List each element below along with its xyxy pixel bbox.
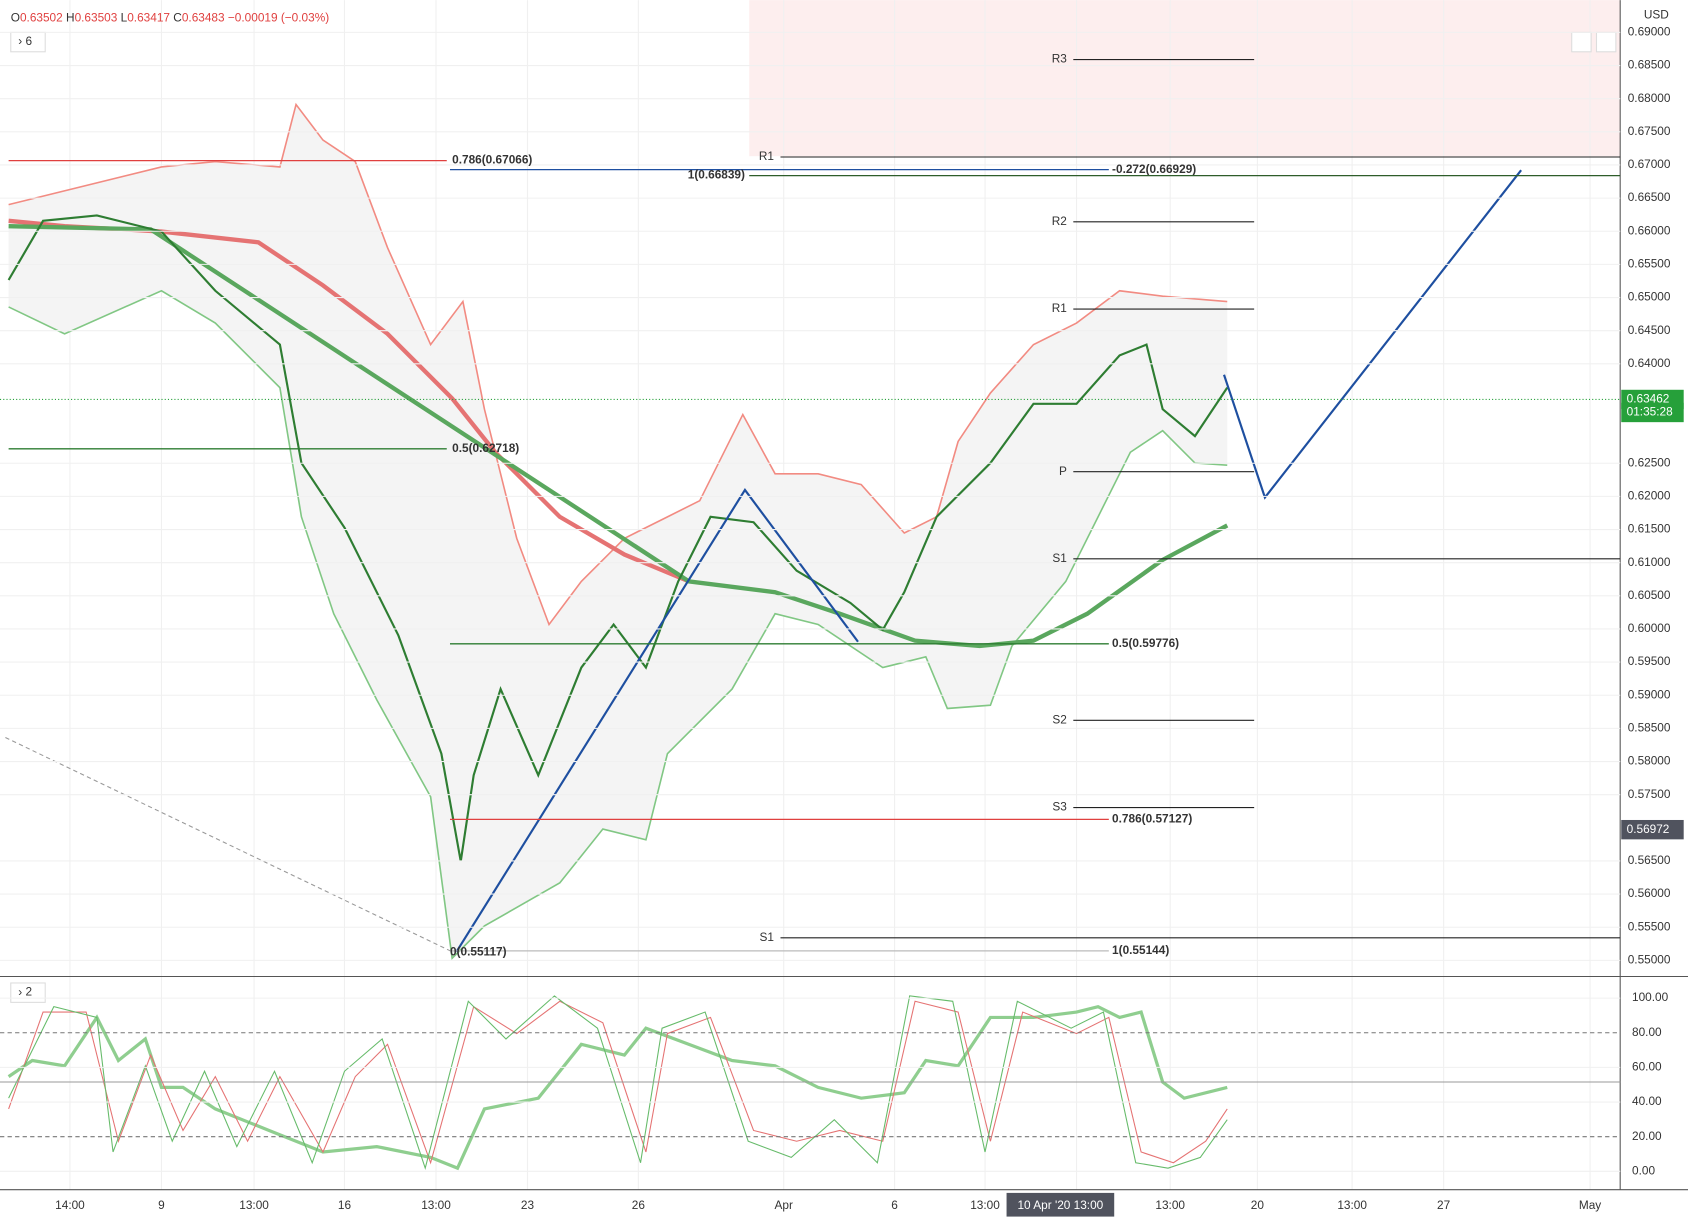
- y-tick-label: 0.58000: [1628, 754, 1671, 768]
- osc-d: [8, 995, 1228, 1171]
- x-tick-label: 20: [1251, 1198, 1265, 1212]
- upper-band: [8, 102, 1228, 627]
- fib-label: 0.786(0.57127): [1112, 812, 1192, 826]
- x-tick-label: 13:00: [1337, 1198, 1367, 1212]
- price-tag: [1621, 402, 1684, 423]
- projection: [1222, 169, 1522, 500]
- fib-label: 0.5(0.62718): [452, 441, 519, 455]
- y-tick-label: 0.66500: [1628, 190, 1671, 204]
- y-tick-label: 0.67000: [1628, 157, 1671, 171]
- pivot-label: S2: [1052, 712, 1066, 726]
- fib-label: 1(0.55144): [1112, 943, 1169, 957]
- y-tick-label: 0.60500: [1628, 588, 1671, 602]
- price-path: [7, 214, 1229, 862]
- y-tick-label: 40.00: [1632, 1094, 1662, 1108]
- crosshair-time-box: [1006, 1192, 1115, 1217]
- fib-label: 0.5(0.59776): [1112, 636, 1179, 650]
- x-tick-label: 9: [158, 1198, 165, 1212]
- pivot-label: R3: [1052, 52, 1068, 66]
- x-tick-label: 23: [521, 1198, 535, 1212]
- y-tick-label: 0.61500: [1628, 522, 1671, 536]
- y-tick-label: 0.59500: [1628, 654, 1671, 668]
- y-tick-label: 0.57500: [1628, 787, 1671, 801]
- y-tick-label: 0.62000: [1628, 489, 1671, 503]
- pivot-label: S1: [1052, 551, 1066, 565]
- pane-label[interactable]: › 2: [18, 985, 32, 999]
- y-tick-label: 0.00: [1632, 1163, 1655, 1177]
- x-tick-label: 14:00: [55, 1198, 85, 1212]
- pivot-label: R2: [1052, 214, 1067, 228]
- pivot-label: S1: [760, 930, 774, 944]
- pattern: [455, 488, 859, 953]
- y-tick-label: 0.55000: [1628, 953, 1671, 967]
- x-tick-label: 6: [891, 1198, 898, 1212]
- x-tick-label: 13:00: [1155, 1198, 1185, 1212]
- y-tick-label: 0.69000: [1628, 25, 1671, 39]
- y-tick-label: 20.00: [1632, 1129, 1662, 1143]
- trend-dash: [5, 737, 453, 953]
- y-tick-label: 0.62500: [1628, 455, 1671, 469]
- pivot-label: R1: [759, 149, 774, 163]
- y-tick-label: 80.00: [1632, 1025, 1662, 1039]
- y-tick-label: 0.68500: [1628, 58, 1671, 72]
- lower-band: [8, 289, 1228, 960]
- x-tick-label: 26: [632, 1198, 646, 1212]
- price-tag-label: 0.63462: [1627, 392, 1670, 406]
- y-tick-label: 0.64000: [1628, 356, 1671, 370]
- y-tick-label: 0.65500: [1628, 257, 1671, 271]
- y-tick-label: 0.55500: [1628, 919, 1671, 933]
- y-tick-label: 60.00: [1632, 1060, 1662, 1074]
- pivot-label: P: [1059, 464, 1067, 478]
- pane-button[interactable]: [10, 982, 46, 1003]
- x-tick-label: 13:00: [421, 1198, 451, 1212]
- fib-label: 0.786(0.67066): [452, 153, 532, 167]
- y-tick-label: 0.58500: [1628, 721, 1671, 735]
- crosshair-time: 10 Apr '20 13:00: [1017, 1198, 1103, 1212]
- zone: [749, 0, 1621, 157]
- pivot-label: S3: [1052, 800, 1067, 814]
- price-tag-label: 0.56972: [1627, 822, 1670, 836]
- y-tick-label: 100.00: [1632, 990, 1669, 1004]
- currency: USD: [1644, 7, 1669, 21]
- pivot-label: R1: [1052, 301, 1067, 315]
- y-tick-label: 0.65000: [1628, 290, 1671, 304]
- y-tick-label: 0.61000: [1628, 555, 1671, 569]
- osc-slow: [7, 1004, 1228, 1171]
- pane-label[interactable]: › 6: [18, 34, 32, 48]
- y-tick-label: 0.59000: [1628, 687, 1671, 701]
- x-tick-label: 13:00: [239, 1198, 269, 1212]
- scroll-button[interactable]: [1571, 31, 1592, 53]
- y-tick-label: 0.60000: [1628, 621, 1671, 635]
- x-tick-label: 13:00: [970, 1198, 1000, 1212]
- y-tick-label: 0.56500: [1628, 853, 1671, 867]
- y-tick-label: 0.68000: [1628, 91, 1671, 105]
- y-tick-label: 0.56000: [1628, 886, 1671, 900]
- fib-label: 1(0.66839): [688, 168, 745, 182]
- x-tick-label: Apr: [775, 1198, 793, 1212]
- y-tick-label: 0.67500: [1628, 124, 1671, 138]
- reset-button[interactable]: [1595, 31, 1617, 53]
- x-tick-label: 27: [1437, 1198, 1450, 1212]
- y-tick-label: 0.64500: [1628, 323, 1671, 337]
- header: O0.63502 H0.63503 L0.63417 C0.63483 −0.0…: [11, 11, 329, 25]
- band-fill: [8, 104, 1228, 959]
- price-tag: [1621, 819, 1684, 840]
- price-tag-label: 01:35:28: [1627, 405, 1673, 419]
- fib-label: -0.272(0.66929): [1112, 162, 1196, 176]
- x-tick-label: 16: [338, 1198, 352, 1212]
- fib-label: 0(0.55117): [450, 945, 507, 959]
- osc-k: [8, 1000, 1228, 1165]
- x-tick-label: May: [1579, 1198, 1601, 1212]
- y-tick-label: 0.66000: [1628, 223, 1671, 237]
